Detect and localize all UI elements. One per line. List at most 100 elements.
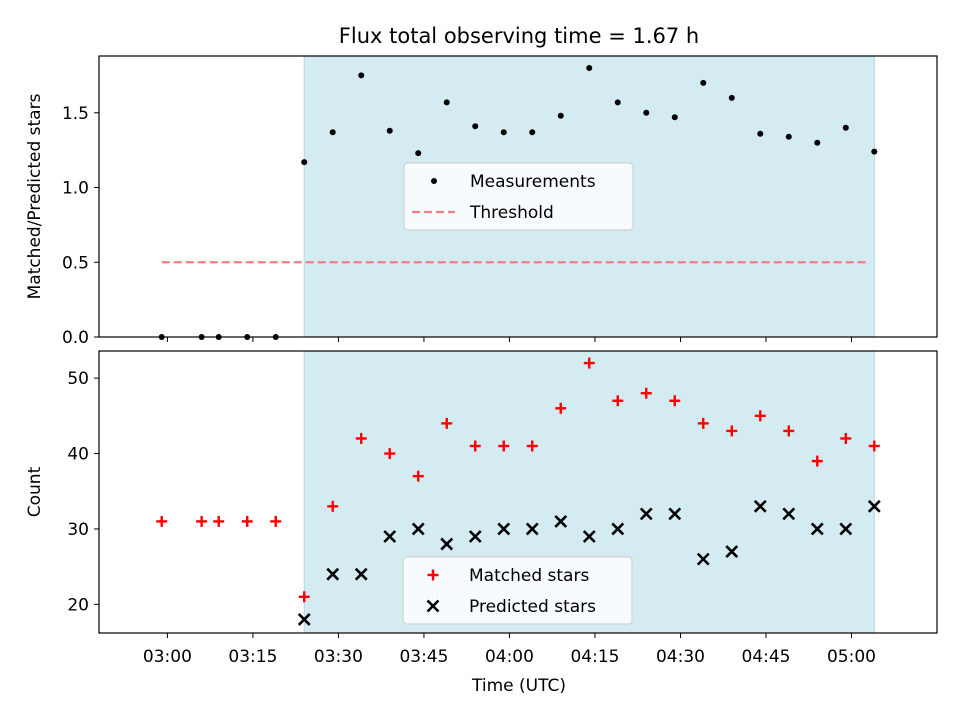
x-tick-label-2: 03:30 — [314, 647, 363, 667]
point-predicted-stars-6 — [468, 530, 482, 543]
point-matched-stars-3 — [241, 515, 253, 527]
point-matched-stars-11 — [469, 440, 481, 452]
point-predicted-stars-2-stroke — [354, 567, 368, 581]
y-axis-label: Matched/Predicted stars — [25, 93, 45, 299]
point-matched-stars-1 — [196, 515, 208, 527]
point-matched-stars-17 — [640, 387, 652, 399]
point-measurements-21 — [757, 130, 764, 137]
point-predicted-stars-0 — [297, 613, 311, 626]
point-predicted-stars-8-stroke — [525, 522, 539, 536]
point-predicted-stars-14 — [696, 552, 710, 566]
point-predicted-stars-2 — [354, 567, 368, 581]
legend: Matched stars Predicted stars — [402, 556, 633, 625]
legend-swatch-1-stroke — [426, 599, 440, 613]
x-tick-label-4: 04:00 — [485, 647, 534, 667]
point-matched-stars-18 — [669, 395, 681, 407]
point-predicted-stars-10 — [582, 530, 596, 543]
x-tick-label-3: 03:45 — [399, 647, 448, 667]
point-measurements-17 — [643, 109, 650, 116]
point-predicted-stars-8 — [525, 522, 539, 536]
x-tick-label-6: 04:30 — [656, 647, 705, 667]
point-predicted-stars-20 — [867, 499, 881, 513]
point-predicted-stars-5 — [440, 537, 454, 551]
y-tick-label-3: 1.5 — [62, 104, 89, 124]
point-predicted-stars-15-stroke — [725, 545, 739, 558]
point-measurements-24 — [842, 124, 849, 131]
point-predicted-stars-16-stroke — [753, 499, 767, 513]
point-matched-stars-8 — [384, 448, 396, 460]
point-predicted-stars-12 — [639, 507, 653, 521]
point-matched-stars-4 — [270, 515, 282, 527]
y-axis-label: Count — [25, 466, 45, 517]
point-measurements-16 — [614, 99, 621, 106]
point-measurements-10 — [443, 99, 450, 106]
top-panel: 0.0 0.5 1.0 1.5 Matched/Predicted stars Measu… — [25, 55, 938, 348]
point-predicted-stars-19-stroke — [839, 522, 853, 536]
point-measurements-5 — [301, 159, 308, 166]
point-matched-stars-12 — [498, 440, 510, 452]
point-predicted-stars-13 — [668, 507, 682, 521]
y-tick-label-2: 40 — [67, 445, 89, 465]
point-predicted-stars-13-stroke — [668, 507, 682, 521]
point-measurements-18 — [671, 114, 678, 121]
point-predicted-stars-15 — [725, 545, 739, 558]
y-tick-label-1: 0.5 — [62, 253, 89, 273]
point-predicted-stars-9 — [554, 514, 568, 528]
point-predicted-stars-1 — [326, 567, 340, 581]
point-measurements-19 — [700, 79, 707, 86]
point-predicted-stars-18 — [810, 522, 824, 536]
point-measurements-25 — [871, 148, 878, 155]
point-measurements-6 — [329, 129, 336, 136]
point-predicted-stars-1-stroke — [326, 567, 340, 581]
point-predicted-stars-17-stroke — [782, 507, 796, 521]
x-tick-label-0: 03:00 — [143, 647, 192, 667]
point-matched-stars-9 — [412, 470, 424, 482]
point-measurements-15 — [586, 64, 593, 71]
y-tick-label-1: 30 — [67, 520, 89, 540]
point-predicted-stars-19 — [839, 522, 853, 536]
axes-frame — [98, 55, 938, 338]
point-measurements-14 — [557, 112, 564, 119]
point-matched-stars-10 — [441, 417, 453, 429]
point-predicted-stars-11-stroke — [611, 522, 625, 536]
x-tick-label-5: 04:15 — [570, 647, 619, 667]
point-predicted-stars-17 — [782, 507, 796, 521]
legend-box — [403, 162, 634, 231]
legend: Measurements Threshold — [403, 162, 634, 231]
point-matched-stars-16 — [612, 395, 624, 407]
point-predicted-stars-5-stroke — [440, 537, 454, 551]
axes-frame — [98, 350, 938, 634]
y-tick-label-0: 20 — [67, 595, 89, 615]
point-predicted-stars-16 — [753, 499, 767, 513]
legend-label-0: Measurements — [470, 172, 596, 192]
point-predicted-stars-6-stroke — [468, 530, 482, 543]
point-matched-stars-14 — [555, 402, 567, 414]
point-matched-stars-2 — [213, 515, 225, 527]
point-matched-stars-21 — [754, 410, 766, 422]
point-predicted-stars-18-stroke — [810, 522, 824, 536]
x-tick-label-8: 05:00 — [827, 647, 876, 667]
point-matched-stars-7 — [355, 432, 367, 444]
point-matched-stars-6 — [327, 500, 339, 512]
point-predicted-stars-0-stroke — [297, 613, 311, 626]
point-predicted-stars-11 — [611, 522, 625, 536]
y-tick-label-2: 1.0 — [62, 179, 89, 199]
x-tick-label-7: 04:45 — [741, 647, 790, 667]
point-matched-stars-20 — [726, 425, 738, 437]
y-tick-label-3: 50 — [67, 369, 89, 389]
legend-swatch-1 — [426, 599, 440, 613]
point-predicted-stars-3 — [383, 530, 397, 543]
point-matched-stars-24 — [840, 432, 852, 444]
point-predicted-stars-12-stroke — [639, 507, 653, 521]
point-matched-stars-15 — [583, 357, 595, 369]
point-matched-stars-5 — [298, 591, 310, 603]
point-measurements-12 — [500, 129, 507, 136]
point-measurements-20 — [728, 94, 735, 101]
point-predicted-stars-9-stroke — [554, 514, 568, 528]
legend-swatch-0 — [431, 178, 437, 184]
point-predicted-stars-7-stroke — [497, 522, 511, 536]
point-predicted-stars-4 — [411, 522, 425, 536]
bottom-panel: 20 30 40 50 03:00 03:15 03:30 03:45 04:00 04:15 04… — [25, 350, 938, 667]
point-matched-stars-25 — [868, 440, 880, 452]
